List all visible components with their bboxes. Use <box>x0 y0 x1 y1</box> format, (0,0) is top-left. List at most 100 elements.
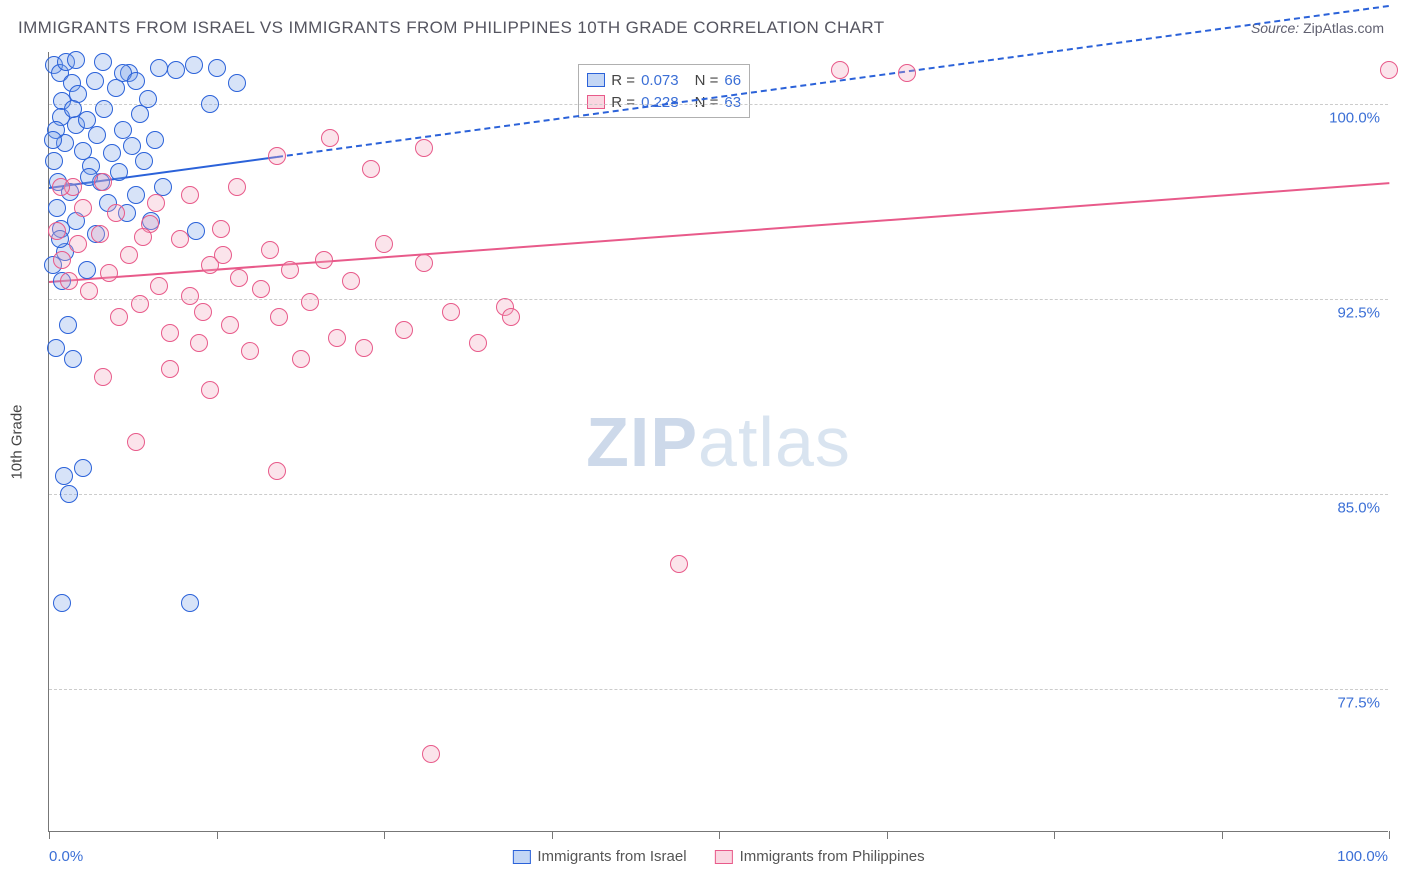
x-tick <box>887 831 888 839</box>
r-value: 0.073 <box>641 72 679 89</box>
data-point <box>64 100 82 118</box>
data-point <box>44 131 62 149</box>
x-tick <box>1389 831 1390 839</box>
data-point <box>123 137 141 155</box>
legend-swatch <box>587 73 605 87</box>
data-point <box>194 303 212 321</box>
data-point <box>59 316 77 334</box>
source-value: ZipAtlas.com <box>1303 20 1384 36</box>
scatter-plot: ZIPatlas 10th Grade 0.0% 100.0% R =0.073… <box>48 52 1388 832</box>
y-tick-label: 77.5% <box>1337 695 1380 712</box>
data-point <box>670 555 688 573</box>
data-point <box>48 199 66 217</box>
data-point <box>78 261 96 279</box>
data-point <box>150 59 168 77</box>
data-point <box>831 61 849 79</box>
n-value: 66 <box>724 72 741 89</box>
data-point <box>107 204 125 222</box>
data-point <box>94 53 112 71</box>
data-point <box>131 295 149 313</box>
y-axis-title: 10th Grade <box>9 404 26 479</box>
data-point <box>161 360 179 378</box>
data-point <box>60 485 78 503</box>
data-point <box>91 225 109 243</box>
data-point <box>321 129 339 147</box>
data-point <box>469 334 487 352</box>
x-axis-max-label: 100.0% <box>1337 848 1388 865</box>
data-point <box>415 254 433 272</box>
data-point <box>362 160 380 178</box>
data-point <box>898 64 916 82</box>
data-point <box>442 303 460 321</box>
data-point <box>228 74 246 92</box>
data-point <box>221 316 239 334</box>
data-point <box>74 459 92 477</box>
correlation-row: R =0.073N =66 <box>587 69 741 91</box>
data-point <box>150 277 168 295</box>
data-point <box>127 72 145 90</box>
data-point <box>135 152 153 170</box>
gridline <box>49 299 1388 300</box>
data-point <box>103 144 121 162</box>
data-point <box>131 105 149 123</box>
watermark-light: atlas <box>698 403 851 481</box>
x-tick <box>1054 831 1055 839</box>
data-point <box>185 56 203 74</box>
data-point <box>171 230 189 248</box>
x-tick <box>384 831 385 839</box>
data-point <box>502 308 520 326</box>
x-tick <box>217 831 218 839</box>
data-point <box>107 79 125 97</box>
data-point <box>161 324 179 342</box>
data-point <box>80 282 98 300</box>
data-point <box>201 381 219 399</box>
data-point <box>69 235 87 253</box>
data-point <box>328 329 346 347</box>
data-point <box>375 235 393 253</box>
data-point <box>208 59 226 77</box>
data-point <box>64 350 82 368</box>
data-point <box>415 139 433 157</box>
data-point <box>134 228 152 246</box>
data-point <box>167 61 185 79</box>
trend-line <box>49 182 1389 283</box>
data-point <box>190 334 208 352</box>
data-point <box>55 467 73 485</box>
x-tick <box>49 831 50 839</box>
data-point <box>74 199 92 217</box>
data-point <box>268 462 286 480</box>
legend-item: Immigrants from Philippines <box>715 848 925 865</box>
x-tick <box>552 831 553 839</box>
data-point <box>47 339 65 357</box>
data-point <box>281 261 299 279</box>
y-tick-label: 100.0% <box>1329 110 1380 127</box>
data-point <box>201 95 219 113</box>
data-point <box>67 51 85 69</box>
data-point <box>53 594 71 612</box>
legend-swatch <box>587 95 605 109</box>
x-axis-min-label: 0.0% <box>49 848 83 865</box>
y-tick-label: 85.0% <box>1337 500 1380 517</box>
data-point <box>252 280 270 298</box>
data-point <box>214 246 232 264</box>
x-tick <box>1222 831 1223 839</box>
data-point <box>94 173 112 191</box>
data-point <box>100 264 118 282</box>
data-point <box>127 433 145 451</box>
data-point <box>60 272 78 290</box>
gridline <box>49 494 1388 495</box>
legend-swatch <box>512 850 530 864</box>
data-point <box>146 131 164 149</box>
data-point <box>228 178 246 196</box>
legend-item: Immigrants from Israel <box>512 848 686 865</box>
data-point <box>110 308 128 326</box>
data-point <box>292 350 310 368</box>
data-point <box>86 72 104 90</box>
gridline <box>49 104 1388 105</box>
y-tick-label: 92.5% <box>1337 305 1380 322</box>
data-point <box>1380 61 1398 79</box>
data-point <box>261 241 279 259</box>
data-point <box>94 368 112 386</box>
gridline <box>49 689 1388 690</box>
data-point <box>110 163 128 181</box>
